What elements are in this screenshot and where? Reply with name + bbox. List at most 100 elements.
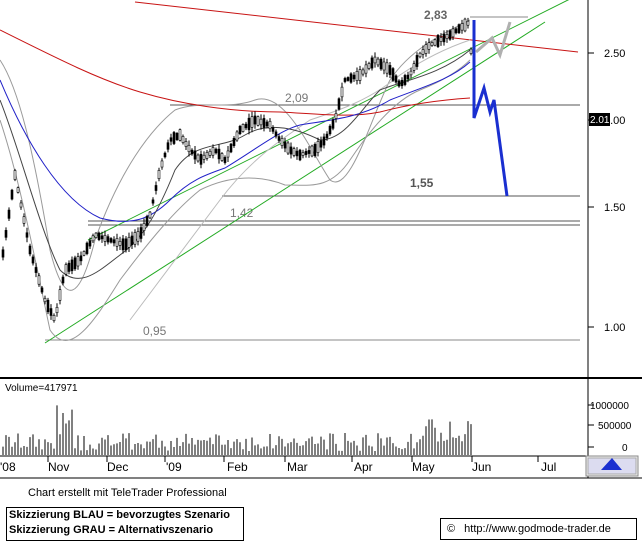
candle-body — [358, 69, 362, 81]
level-annotation-155: 1,55 — [410, 176, 434, 190]
candle-body — [10, 189, 14, 200]
candle-body — [82, 251, 86, 256]
candle-body — [235, 131, 239, 141]
candle-body — [460, 23, 464, 31]
candle-body — [55, 306, 59, 314]
candle-body — [70, 259, 74, 272]
time-label: '09 — [166, 460, 182, 474]
time-label: May — [412, 460, 435, 474]
candle-body — [400, 79, 404, 87]
candle-body — [229, 143, 233, 153]
candle-body — [139, 227, 143, 239]
candle-body — [196, 154, 200, 162]
price-tick-label: 1.50 — [604, 202, 625, 214]
candle-body — [343, 78, 347, 82]
candle-body — [226, 150, 230, 158]
candle-body — [25, 232, 29, 238]
candle-body — [265, 121, 269, 127]
price-panel — [0, 0, 588, 378]
candle-body — [85, 242, 89, 254]
candle-body — [58, 289, 62, 301]
moving-average-blue — [0, 61, 471, 222]
candle-body — [295, 150, 299, 157]
candle-body — [121, 238, 125, 251]
level-annotation-209: 2,09 — [285, 91, 309, 105]
candle-body — [469, 48, 473, 54]
candle-body — [307, 150, 311, 154]
volume-tick-label: 1000000 — [590, 401, 629, 412]
candle-body — [154, 185, 158, 191]
candle-body — [271, 127, 275, 132]
time-label: Nov — [48, 460, 69, 474]
candle-body — [199, 153, 203, 165]
candle-body — [247, 117, 251, 131]
candle-body — [250, 116, 254, 128]
time-label: Dec — [107, 460, 128, 474]
candle-body — [436, 35, 440, 47]
candle-body — [433, 39, 437, 46]
candle-body — [94, 232, 98, 238]
candle-body — [274, 131, 278, 137]
volume-tick-label: 500000 — [598, 421, 632, 432]
candle-body — [217, 148, 221, 160]
candle-body — [313, 144, 317, 156]
candle-body — [88, 240, 92, 247]
candle-body — [310, 145, 314, 157]
candle-body — [211, 147, 215, 156]
candle-body — [454, 28, 458, 34]
candle-body — [79, 255, 83, 262]
time-axis: '08 Nov Dec '09 Feb Mar Apr May Jun Jul — [0, 456, 556, 474]
candle-body — [43, 297, 47, 303]
source-url[interactable]: http://www.godmode-trader.de — [464, 523, 611, 535]
candle-body — [382, 61, 386, 71]
navigator-icon — [601, 458, 622, 470]
candle-body — [166, 142, 170, 150]
candle-body — [385, 62, 389, 74]
candle-body — [361, 69, 365, 75]
candle-body — [67, 262, 71, 272]
lower-band — [0, 59, 471, 341]
candle-body — [7, 209, 11, 219]
candle-body — [244, 123, 248, 129]
candle-body — [355, 71, 359, 81]
candle-body — [268, 120, 272, 130]
candle-body — [391, 68, 395, 81]
candle-body — [103, 235, 107, 242]
price-tick-label: 2.50 — [604, 48, 625, 60]
candle-body — [277, 136, 281, 141]
candle-body — [52, 315, 56, 321]
candle-body — [352, 74, 356, 80]
candle-body — [418, 52, 422, 58]
candle-body — [13, 170, 17, 180]
last-price-label: 2.01 — [590, 115, 610, 126]
copyright-icon: © — [447, 523, 456, 535]
scenario-legend: Skizzierung BLAU = bevorzugtes Szenario … — [6, 507, 244, 541]
candle-body — [445, 34, 449, 39]
candle-body — [61, 276, 65, 284]
support-resistance-levels — [45, 16, 580, 341]
candle-body — [409, 70, 413, 76]
candle-body — [109, 238, 113, 243]
candle-body — [304, 151, 308, 155]
candle-body — [49, 308, 53, 316]
candle-body — [223, 157, 227, 163]
price-candles — [1, 17, 473, 323]
candle-body — [91, 235, 95, 242]
time-label: Jun — [472, 460, 491, 474]
volume-tick-label: 0 — [622, 443, 628, 454]
source-link[interactable]: © http://www.godmode-trader.de — [440, 518, 637, 540]
candle-body — [214, 148, 218, 154]
candle-body — [316, 141, 320, 153]
candle-body — [151, 199, 155, 204]
navigator-widget[interactable] — [585, 455, 639, 477]
candle-body — [451, 28, 455, 38]
candle-body — [328, 125, 332, 135]
candle-body — [448, 30, 452, 40]
candle-body — [193, 150, 197, 160]
candle-body — [34, 267, 38, 273]
candle-body — [298, 149, 302, 161]
candle-body — [283, 141, 287, 149]
candle-body — [232, 138, 236, 146]
candle-body — [181, 136, 185, 143]
